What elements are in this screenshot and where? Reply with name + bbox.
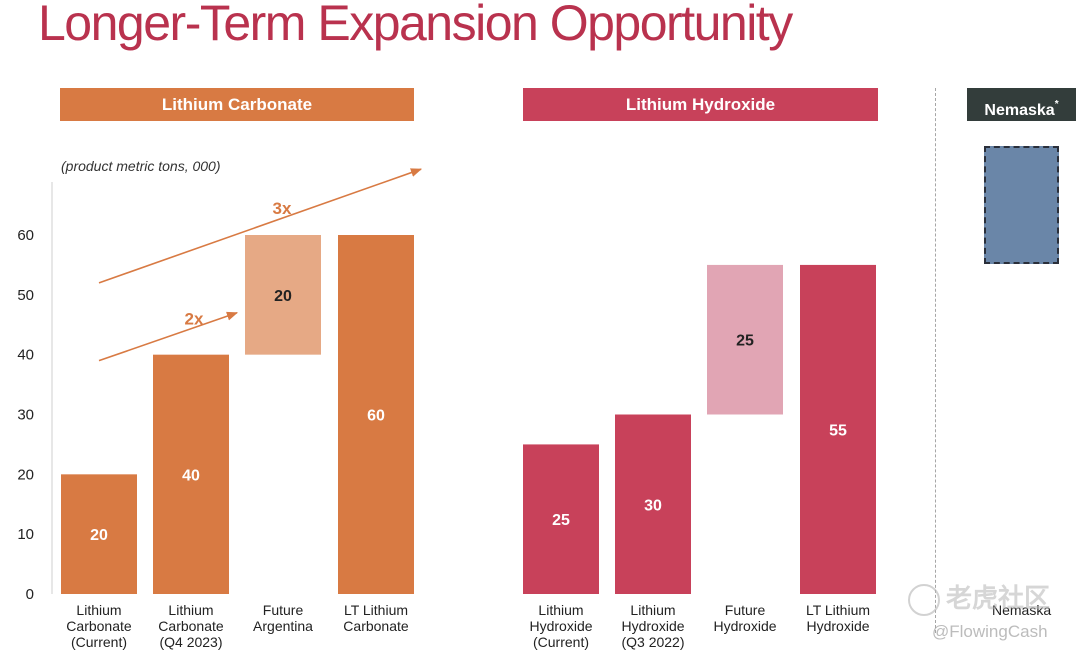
- bar: [523, 444, 599, 594]
- growth-annotations: 3x 2x: [98, 168, 423, 362]
- x-category-label: Carbonate: [343, 618, 409, 634]
- lithium-hydroxide-header: Lithium Hydroxide: [523, 88, 878, 121]
- slide-title: Longer-Term Expansion Opportunity: [38, 0, 793, 51]
- bar-data-label: 40: [182, 467, 200, 484]
- x-category-label: Future: [263, 602, 304, 618]
- bar: [800, 264, 876, 594]
- x-category-label: (Current): [533, 634, 589, 650]
- bar: [153, 354, 229, 594]
- x-category-label: Hydroxide: [621, 618, 684, 634]
- x-category-label: Lithium: [76, 602, 121, 618]
- y-tick-label: 40: [17, 347, 34, 364]
- bar: [338, 235, 414, 594]
- x-category-label: Hydroxide: [529, 618, 592, 634]
- bars: 20LithiumCarbonate(Current)40LithiumCarb…: [61, 235, 876, 650]
- bar: [245, 235, 321, 355]
- y-tick-label: 30: [17, 407, 34, 424]
- x-category-label: Argentina: [253, 618, 313, 634]
- x-category-label: (Q3 2022): [621, 634, 684, 650]
- nemaska-footnote-mark: *: [1054, 99, 1059, 110]
- bar: [707, 264, 783, 415]
- x-category-label: (Q4 2023): [159, 634, 222, 650]
- growth-arrow: [98, 168, 423, 284]
- x-category-label: Hydroxide: [713, 618, 776, 634]
- watermark-text: 老虎社区: [946, 583, 1051, 613]
- unit-note: (product metric tons, 000): [61, 158, 221, 174]
- bar: [61, 474, 137, 594]
- x-category-label: LT Lithium: [344, 602, 408, 618]
- bar-data-label: 20: [90, 527, 108, 544]
- watermark-logo-icon: [908, 584, 940, 617]
- bar-data-label: 25: [736, 333, 754, 350]
- x-category-label: Carbonate: [158, 618, 224, 634]
- nemaska-placeholder-bar: [984, 146, 1059, 264]
- y-tick-label: 20: [17, 466, 34, 483]
- nemaska-header-label: Nemaska: [984, 102, 1055, 119]
- bar-data-label: 55: [829, 422, 847, 439]
- watermark-handle: @FlowingCash: [932, 622, 1048, 641]
- watermark: 老虎社区: [908, 578, 1051, 617]
- bar-data-label: 60: [367, 408, 385, 425]
- x-category-label: Lithium: [538, 602, 583, 618]
- y-axis: 0 10 20 30 40 50 60: [17, 182, 53, 603]
- bar: [615, 414, 691, 594]
- x-category-label: Carbonate: [66, 618, 132, 634]
- nemaska-label: Nemaska: [992, 602, 1052, 618]
- growth-multiple-label: 3x: [273, 199, 292, 218]
- y-tick-label: 10: [17, 526, 34, 543]
- bar-data-label: 20: [274, 288, 292, 305]
- x-category-label: Lithium: [630, 602, 675, 618]
- x-category-label: Future: [725, 602, 766, 618]
- y-tick-label: 60: [17, 227, 34, 244]
- bar-data-label: 25: [552, 512, 570, 529]
- lithium-carbonate-header: Lithium Carbonate: [60, 88, 414, 121]
- x-category-label: (Current): [71, 634, 127, 650]
- bar-data-label: 30: [644, 497, 662, 514]
- x-category-label: LT Lithium: [806, 602, 870, 618]
- growth-multiple-label: 2x: [185, 310, 204, 329]
- section-divider: [935, 88, 936, 633]
- x-category-label: Lithium: [168, 602, 213, 618]
- y-tick-label: 50: [17, 287, 34, 304]
- x-category-label: Hydroxide: [806, 618, 869, 634]
- y-tick-label: 0: [26, 586, 34, 603]
- nemaska-header: Nemaska*: [967, 88, 1076, 121]
- growth-arrow: [98, 311, 239, 362]
